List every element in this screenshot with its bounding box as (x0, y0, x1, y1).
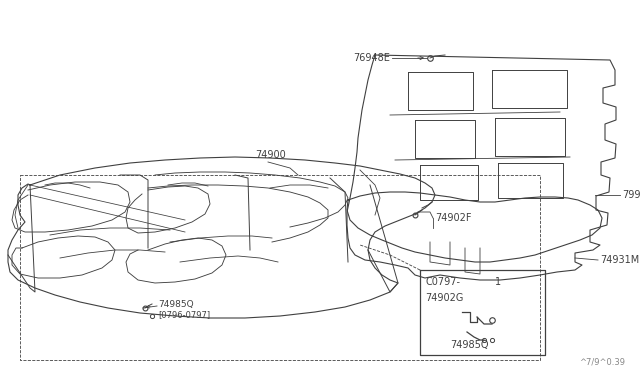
Text: 76948E: 76948E (353, 53, 390, 63)
Text: 74902F: 74902F (435, 213, 472, 223)
Text: [0796-0797]: [0796-0797] (158, 311, 210, 320)
Text: 1: 1 (495, 277, 501, 287)
Text: 74985Q: 74985Q (158, 299, 194, 308)
Text: ^7/9^0.39: ^7/9^0.39 (579, 357, 625, 366)
Text: 79930N: 79930N (622, 190, 640, 200)
Text: C0797-: C0797- (425, 277, 460, 287)
Text: 74902G: 74902G (425, 293, 463, 303)
Text: 74985Q: 74985Q (450, 340, 488, 350)
Text: 74900: 74900 (255, 150, 285, 160)
Text: 74931M: 74931M (600, 255, 639, 265)
